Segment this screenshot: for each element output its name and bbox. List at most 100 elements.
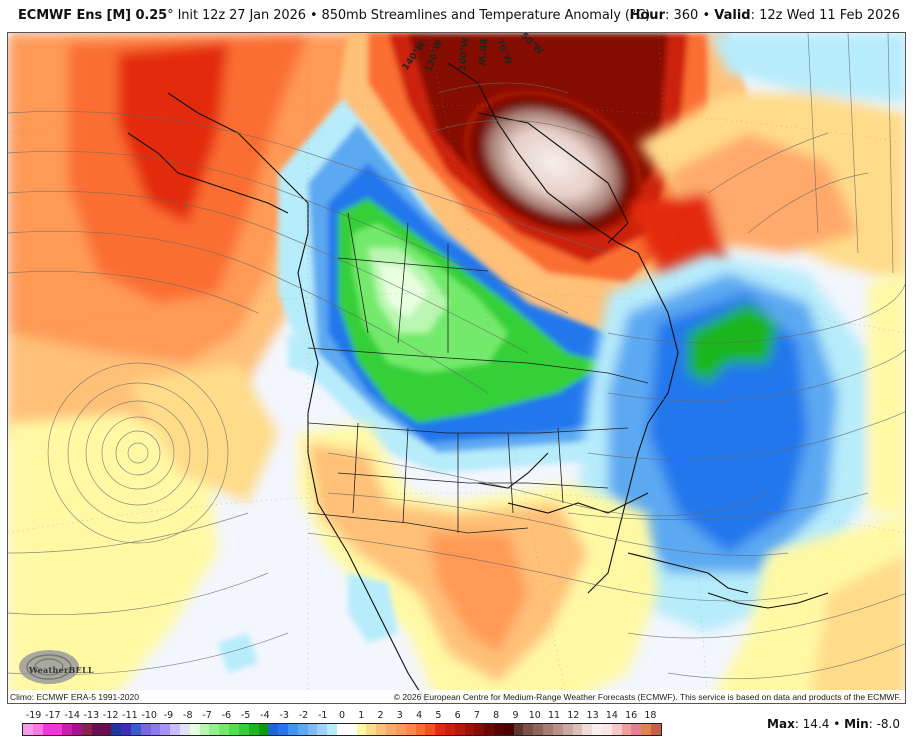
- colorbar-cell: [297, 724, 308, 735]
- colorbar-cell: [72, 724, 82, 735]
- warm-pale-pacific: [8, 363, 278, 703]
- colorbar-cell: [395, 724, 406, 735]
- colorbar-tick-label: -13: [83, 710, 100, 721]
- colorbar-cell: [199, 724, 210, 735]
- max-label: Max: [767, 717, 795, 731]
- colorbar-bar: [22, 723, 662, 736]
- colorbar-cell: [651, 724, 661, 735]
- max-value: : 14.4 •: [794, 717, 845, 731]
- colorbar-cell: [317, 724, 328, 735]
- colorbar-cell: [140, 724, 151, 735]
- colorbar-cell: [444, 724, 455, 735]
- colorbar-tick-label: 5: [435, 710, 442, 721]
- colorbar-cell: [415, 724, 426, 735]
- colorbar-tick-label: 8: [493, 710, 500, 721]
- colorbar: -19 -17 -14 -13 -12 -11 -10 -9 -8 -7 -6 -5 -4 -3 -2 -1 0…: [22, 710, 662, 745]
- colorbar-tick-label: -17: [45, 710, 61, 721]
- cool-pockets-mexico: [218, 333, 398, 673]
- colorbar-cell: [543, 724, 553, 735]
- colorbar-tick-label: 0: [338, 710, 346, 721]
- colorbar-tick-label: -6: [221, 710, 232, 721]
- colorbar-tick-label: 13: [586, 710, 599, 721]
- colorbar-cell: [91, 724, 102, 735]
- colorbar-cell: [219, 724, 230, 735]
- colorbar-cell: [327, 724, 337, 735]
- colorbar-cell: [209, 724, 220, 735]
- colorbar-tick-label: -4: [260, 710, 270, 721]
- colorbar-tick-label: 18: [644, 710, 657, 721]
- colorbar-tick-label: -10: [141, 710, 157, 721]
- colorbar-cell: [533, 724, 544, 735]
- colorbar-tick-label: 4: [416, 710, 423, 721]
- colorbar-cell: [641, 724, 651, 735]
- colorbar-tick-label: -7: [202, 710, 212, 721]
- colorbar-cell: [494, 724, 504, 735]
- colorbar-cell: [346, 724, 357, 735]
- colorbar-cell: [52, 724, 63, 735]
- colorbar-cell: [601, 724, 612, 735]
- colorbar-cell: [62, 724, 73, 735]
- colorbar-cell: [582, 724, 593, 735]
- colorbar-cell: [150, 724, 161, 735]
- colorbar-cell: [278, 724, 288, 735]
- political-borders: [307, 212, 649, 534]
- model-name: ECMWF Ens [M] 0.25: [18, 8, 168, 23]
- colorbar-cell: [425, 724, 436, 735]
- graticule: [8, 33, 905, 703]
- colorbar-cell: [552, 724, 563, 735]
- colorbar-cell: [366, 724, 377, 735]
- colorbar-cell: [454, 724, 465, 735]
- colorbar-tick-label: -9: [163, 710, 174, 721]
- colorbar-tick-label: 2: [377, 710, 384, 721]
- hour-label: Hour: [629, 8, 665, 23]
- colorbar-cell: [386, 724, 396, 735]
- colorbar-cell: [248, 724, 259, 735]
- warm-anomaly-us: [298, 423, 658, 703]
- min-value: : -8.0: [868, 717, 900, 731]
- colorbar-cell: [562, 724, 573, 735]
- colorbar-cell: [170, 724, 180, 735]
- colorbar-tick-label: 1: [358, 710, 365, 721]
- logo-text: WeatherBELL: [29, 665, 94, 675]
- colorbar-labels: -19 -17 -14 -13 -12 -11 -10 -9 -8 -7 -6 -5 -4 -3 -2 -1 0…: [22, 710, 662, 722]
- anomaly-map: [8, 33, 905, 703]
- colorbar-tick-label: 14: [605, 710, 618, 721]
- degree-symbol: °: [167, 8, 174, 23]
- colorbar-cell: [464, 724, 475, 735]
- colorbar-tick-label: 16: [625, 710, 638, 721]
- colorbar-cell: [268, 724, 279, 735]
- colorbar-tick-label: -12: [102, 710, 119, 721]
- colorbar-cell: [621, 724, 632, 735]
- credit-strip: Climo: ECMWF ERA-5 1991-2020 © 2026 Euro…: [8, 690, 905, 703]
- chart-title: ECMWF Ens [M] 0.25° Init 12z 27 Jan 2026…: [18, 8, 650, 23]
- valid-value: : 12z Wed 11 Feb 2026: [750, 8, 900, 23]
- colorbar-cell: [81, 724, 92, 735]
- streamlines: [8, 33, 905, 680]
- colorbar-cell: [229, 724, 239, 735]
- colorbar-cell: [32, 724, 43, 735]
- colorbar-cell: [42, 724, 53, 735]
- colorbar-cell: [474, 724, 485, 735]
- colorbar-cell: [287, 724, 298, 735]
- colorbar-cell: [631, 724, 642, 735]
- colorbar-cell: [523, 724, 534, 735]
- colorbar-cell: [405, 724, 416, 735]
- colorbar-tick-label: 9: [512, 710, 519, 721]
- colorbar-tick-label: -1: [317, 710, 328, 721]
- colorbar-cell: [189, 724, 200, 735]
- colorbar-cell: [592, 724, 602, 735]
- colorbar-cell: [307, 724, 318, 735]
- colorbar-tick-label: 10: [528, 710, 541, 721]
- colorbar-tick-label: -19: [25, 710, 42, 721]
- colorbar-tick-label: 3: [396, 710, 403, 721]
- colorbar-cell: [130, 724, 141, 735]
- climo-credit: Climo: ECMWF ERA-5 1991-2020: [10, 692, 139, 702]
- colorbar-cell: [513, 724, 524, 735]
- valid-time: Hour: 360 • Valid: 12z Wed 11 Feb 2026: [630, 8, 901, 23]
- colorbar-tick-label: 12: [567, 710, 580, 721]
- warm-anomaly-caribbean: [709, 273, 905, 703]
- colorbar-cell: [23, 724, 33, 735]
- init-and-field: Init 12z 27 Jan 2026 • 850mb Streamlines…: [173, 8, 651, 23]
- colorbar-cell: [337, 724, 347, 735]
- colorbar-cell: [121, 724, 131, 735]
